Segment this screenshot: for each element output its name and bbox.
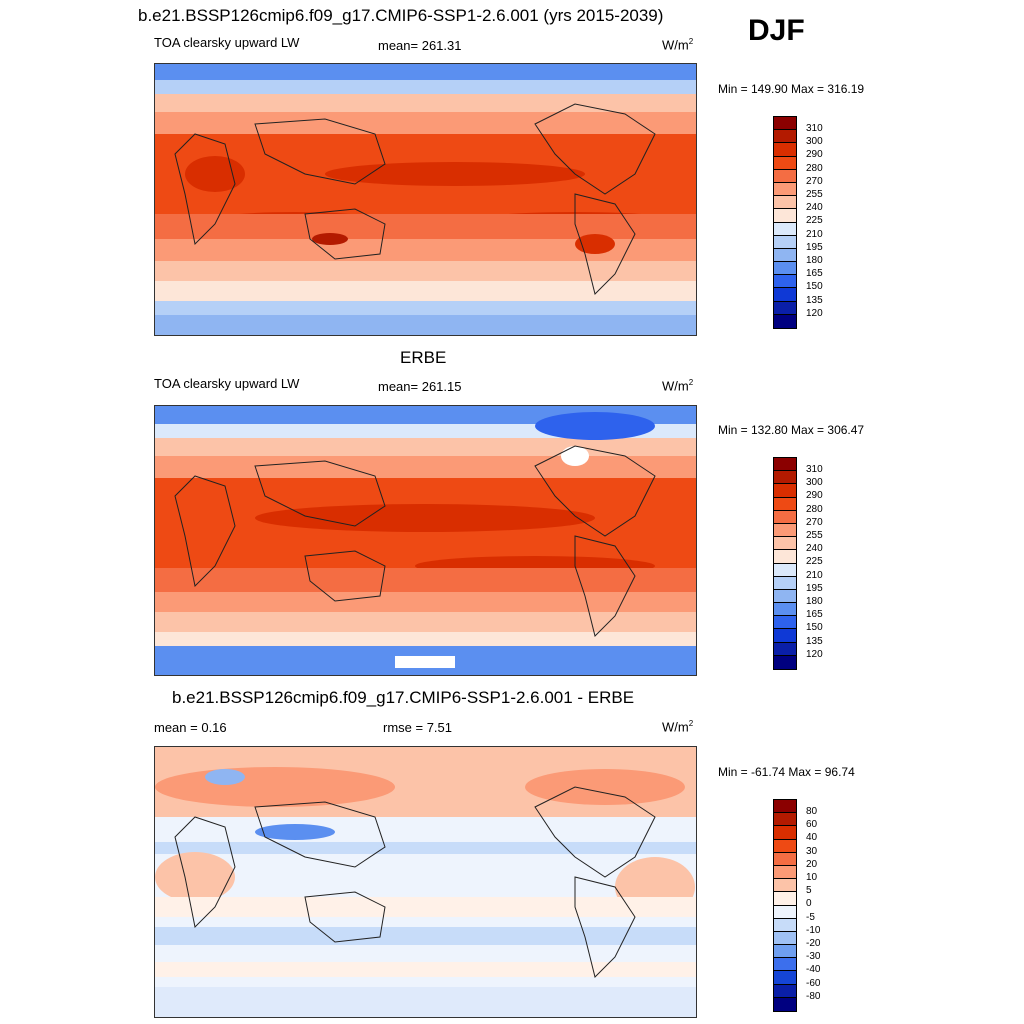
cbar1-label: 135 <box>806 295 823 306</box>
cbar2-label: 300 <box>806 477 823 488</box>
cbar3-label: -60 <box>806 978 821 989</box>
panel1-variable: TOA clearsky upward LW <box>154 35 300 50</box>
panel2-mean: mean= 261.15 <box>378 379 462 394</box>
panel2-map-field <box>155 406 696 675</box>
cbar1-label: 300 <box>806 136 823 147</box>
panel3-map <box>154 746 697 1018</box>
panel2-colorbar <box>773 457 797 670</box>
cbar2-label: 270 <box>806 517 823 528</box>
panel3-units: W/m2 <box>662 719 694 735</box>
cbar2-label: 150 <box>806 622 823 633</box>
cbar3-label: 80 <box>806 806 818 817</box>
cbar3-label: 0 <box>806 898 812 909</box>
cbar3-label: -40 <box>806 964 821 975</box>
panel3-map-field <box>155 747 696 1017</box>
panel1-map-field <box>155 64 696 335</box>
panel2-minmax: Min = 132.80 Max = 306.47 <box>718 423 865 437</box>
season-label: DJF <box>748 14 805 47</box>
panel2-variable: TOA clearsky upward LW <box>154 376 300 391</box>
cbar1-label: 165 <box>806 268 823 279</box>
cbar2-label: 210 <box>806 570 823 581</box>
cbar2-label: 135 <box>806 636 823 647</box>
cbar2-label: 280 <box>806 504 823 515</box>
panel3-mean: mean = 0.16 <box>154 720 227 735</box>
panel3-title: b.e21.BSSP126cmip6.f09_g17.CMIP6-SSP1-2.… <box>172 688 635 707</box>
panel2-map <box>154 405 697 676</box>
panel1-map <box>154 63 697 336</box>
cbar3-label: -20 <box>806 938 821 949</box>
cbar1-label: 270 <box>806 176 823 187</box>
cbar3-label: -10 <box>806 925 821 936</box>
cbar2-label: 290 <box>806 490 823 501</box>
cbar1-label: 225 <box>806 215 823 226</box>
panel1-colorbar <box>773 116 797 329</box>
cbar3-label: 20 <box>806 859 818 870</box>
cbar3-label: 30 <box>806 846 818 857</box>
cbar2-label: 310 <box>806 464 823 475</box>
cbar1-label: 290 <box>806 149 823 160</box>
cbar1-label: 280 <box>806 163 823 174</box>
cbar1-label: 150 <box>806 281 823 292</box>
cbar2-label: 195 <box>806 583 823 594</box>
cbar1-label: 240 <box>806 202 823 213</box>
panel3-rmse: rmse = 7.51 <box>383 720 453 735</box>
panel3-minmax: Min = -61.74 Max = 96.74 <box>718 765 855 779</box>
panel2-units: W/m2 <box>662 378 694 394</box>
cbar1-label: 195 <box>806 242 823 253</box>
cbar3-label: 5 <box>806 885 812 896</box>
cbar3-label: -30 <box>806 951 821 962</box>
cbar2-label: 165 <box>806 609 823 620</box>
panel1-title: b.e21.BSSP126cmip6.f09_g17.CMIP6-SSP1-2.… <box>138 6 664 25</box>
cbar1-label: 180 <box>806 255 823 266</box>
cbar1-label: 210 <box>806 229 823 240</box>
cbar1-label: 310 <box>806 123 823 134</box>
panel1-mean: mean= 261.31 <box>378 38 462 53</box>
cbar1-label: 120 <box>806 308 823 319</box>
cbar3-label: -5 <box>806 912 815 923</box>
panel1-minmax: Min = 149.90 Max = 316.19 <box>718 82 865 96</box>
panel2-title: ERBE <box>400 348 447 367</box>
cbar2-label: 225 <box>806 556 823 567</box>
panel1-units: W/m2 <box>662 37 694 53</box>
cbar3-label: 10 <box>806 872 818 883</box>
cbar3-label: 60 <box>806 819 818 830</box>
cbar2-label: 120 <box>806 649 823 660</box>
cbar2-label: 180 <box>806 596 823 607</box>
cbar2-label: 240 <box>806 543 823 554</box>
cbar3-label: 40 <box>806 832 818 843</box>
cbar1-label: 255 <box>806 189 823 200</box>
cbar2-label: 255 <box>806 530 823 541</box>
panel3-colorbar <box>773 799 797 1012</box>
cbar3-label: -80 <box>806 991 821 1002</box>
